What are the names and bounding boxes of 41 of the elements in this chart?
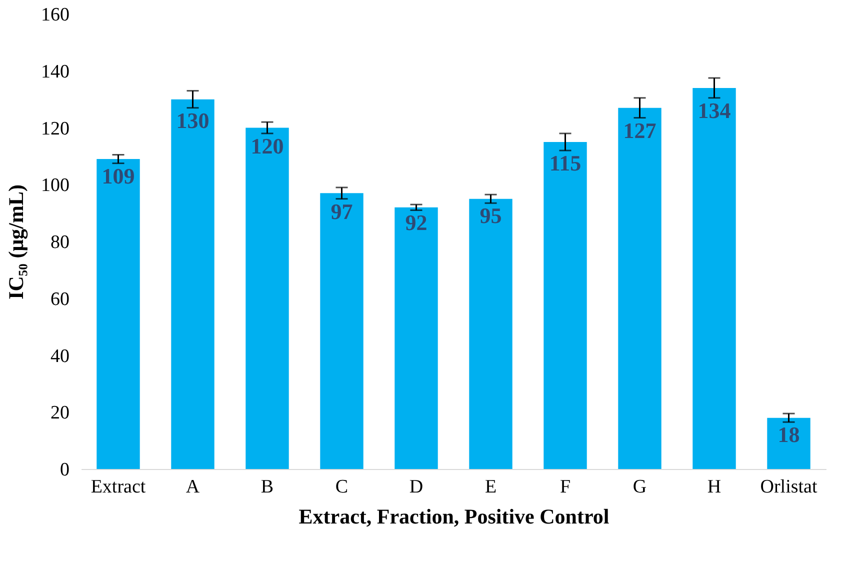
data-label: 120 <box>250 133 284 158</box>
data-label: 109 <box>102 163 135 188</box>
y-tick-label: 40 <box>50 346 70 367</box>
y-tick-label: 0 <box>60 460 70 480</box>
x-tick-label: H <box>707 476 722 498</box>
bar <box>767 418 810 469</box>
data-label: 95 <box>480 203 502 228</box>
x-tick-label: C <box>335 476 348 498</box>
bar <box>171 99 214 469</box>
y-tick-label: 120 <box>41 118 70 140</box>
y-axis-title: IC₅₀ (μg/mL) <box>4 184 28 300</box>
x-tick-label: E <box>484 476 497 498</box>
bar <box>618 108 662 469</box>
data-label: 97 <box>330 198 353 224</box>
data-label: 18 <box>778 422 800 448</box>
y-tick-label: 100 <box>41 175 70 196</box>
x-axis-title: Extract, Fraction, Positive Control <box>298 504 610 528</box>
bar <box>96 159 140 469</box>
y-tick-label: 20 <box>50 402 70 424</box>
x-tick-label: F <box>560 476 571 498</box>
data-label: 115 <box>549 150 582 176</box>
data-label: 134 <box>698 98 731 123</box>
bar <box>246 128 289 469</box>
bar <box>692 88 736 469</box>
x-tick-label: Extract <box>90 476 146 498</box>
y-tick-label: 160 <box>41 4 70 26</box>
bar <box>469 198 512 469</box>
bar <box>544 142 587 469</box>
y-tick-label: 140 <box>41 61 70 82</box>
x-tick-label: A <box>186 476 200 498</box>
y-tick-label: 80 <box>50 232 70 253</box>
data-label: 92 <box>405 210 428 236</box>
x-tick-label: D <box>409 476 424 498</box>
data-label: 130 <box>176 108 210 133</box>
bar <box>320 193 364 469</box>
x-tick-label: G <box>632 476 647 498</box>
x-tick-label: Orlistat <box>760 476 818 498</box>
data-label: 127 <box>623 118 656 143</box>
bar <box>394 207 438 469</box>
x-tick-label: B <box>260 476 274 498</box>
y-tick-label: 60 <box>50 288 70 310</box>
